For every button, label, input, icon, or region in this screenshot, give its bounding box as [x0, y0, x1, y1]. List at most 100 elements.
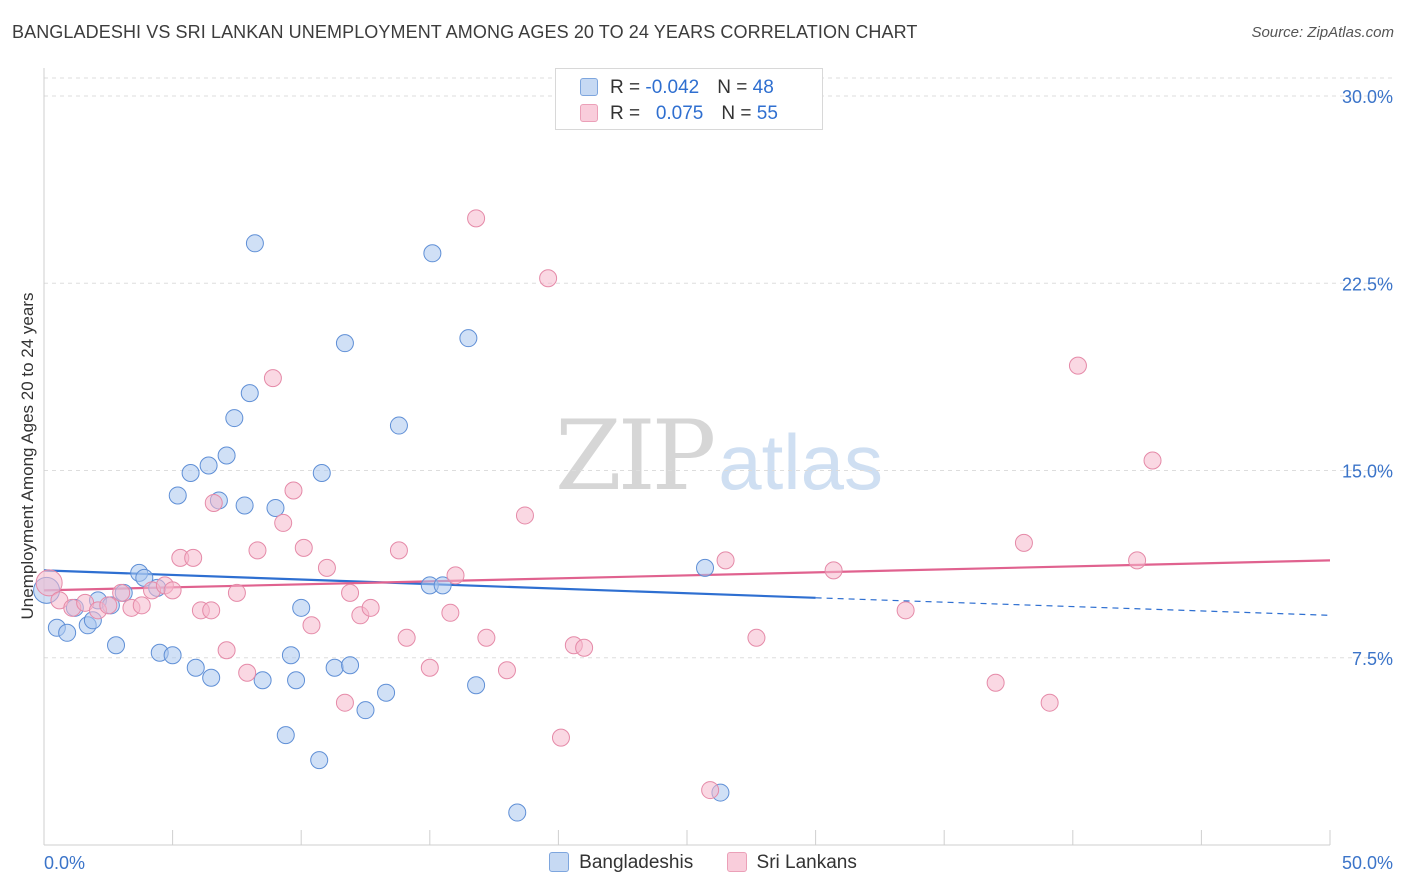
tick-labels: 7.5% 15.0% 22.5% 30.0% 0.0% 50.0%	[44, 87, 1393, 873]
bangladeshi-point	[312, 463, 331, 482]
srilankan-point	[132, 596, 151, 615]
bangladeshi-point	[168, 486, 187, 505]
srilankan-point	[824, 561, 843, 580]
srilankan-point	[184, 548, 203, 567]
bangladeshi-point	[107, 636, 126, 655]
srilankan-point	[515, 506, 534, 525]
legend-row-bangladeshis: R = -0.042 N = 48	[580, 77, 774, 99]
bangladeshi-point	[276, 726, 295, 745]
legend-r-value: 0.075	[655, 103, 704, 124]
bangladeshi-point	[423, 244, 442, 263]
bangladeshi-point	[459, 329, 478, 348]
bangladeshi-point	[292, 598, 311, 617]
legend-swatch-blue	[580, 78, 598, 96]
bangladeshi-point	[325, 658, 344, 677]
srilankan-point	[497, 661, 516, 680]
legend-n-value: 55	[756, 103, 778, 124]
bangladeshi-point	[433, 576, 452, 595]
bangladeshi-point	[287, 671, 306, 690]
srilankan-point	[467, 209, 486, 228]
bangladeshi-point	[696, 558, 715, 577]
trend-line-dashed	[815, 597, 1331, 616]
grid-lines	[44, 77, 1394, 659]
legend-r-label: R =	[610, 77, 646, 98]
srilankan-point	[446, 566, 465, 585]
srilankan-point	[227, 583, 246, 602]
srilankan-point	[389, 541, 408, 560]
x-tick-label: 0.0%	[44, 853, 85, 873]
bangladeshi-point	[508, 803, 527, 822]
watermark: ZIPatlas	[555, 400, 883, 512]
srilankan-point	[397, 628, 416, 647]
source-label: Source: ZipAtlas.com	[1251, 24, 1394, 41]
legend-r-label: R =	[610, 103, 646, 124]
bangladeshi-point	[235, 496, 254, 515]
bangladeshi-point	[310, 751, 329, 770]
srilankan-point	[294, 538, 313, 557]
bangladeshi-point	[217, 446, 236, 465]
srilankan-point	[335, 693, 354, 712]
watermark-atlas: atlas	[718, 418, 883, 506]
bangladeshi-point	[467, 676, 486, 695]
srilankan-point	[217, 641, 236, 660]
srilankan-point	[238, 663, 257, 682]
legend-n-value: 48	[752, 77, 774, 98]
srilankan-point	[99, 596, 118, 615]
srilankan-point	[701, 781, 720, 800]
legend-item-srilankans[interactable]: Sri Lankans	[726, 852, 857, 874]
srilankan-point	[263, 369, 282, 388]
bangladeshi-point	[266, 498, 285, 517]
srilankan-point	[248, 541, 267, 560]
bangladeshi-point	[341, 656, 360, 675]
y-axis-label: Unemployment Among Ages 20 to 24 years	[18, 292, 37, 620]
trend-line-solid	[43, 559, 1331, 592]
y-tick-label: 22.5%	[1342, 274, 1393, 294]
legend-row-srilankans: R = 0.075 N = 55	[580, 103, 778, 125]
legend-swatch-pink	[726, 852, 747, 872]
legend-swatch-blue	[549, 852, 570, 872]
srilankan-point	[361, 598, 380, 617]
bangladeshi-point	[245, 234, 264, 253]
srilankan-point	[1014, 533, 1033, 552]
legend-label: Bangladeshis	[579, 852, 694, 873]
bangladeshi-point	[58, 623, 77, 642]
srilankan-point	[575, 638, 594, 657]
bangladeshi-point	[356, 701, 375, 720]
x-tick-label: 50.0%	[1342, 853, 1393, 873]
axes	[43, 68, 1331, 846]
bangladeshi-point	[253, 671, 272, 690]
legend-n-label: N =	[717, 77, 753, 98]
srilankan-point	[747, 628, 766, 647]
chart-title: BANGLADESHI VS SRI LANKAN UNEMPLOYMENT A…	[12, 22, 918, 42]
srilankan-point	[341, 583, 360, 602]
srilankan-point	[302, 616, 321, 635]
y-tick-label: 15.0%	[1342, 462, 1393, 482]
bangladeshi-point	[335, 334, 354, 353]
srilankan-point	[274, 513, 293, 532]
legend-label: Sri Lankans	[756, 852, 857, 873]
legend-item-bangladeshis[interactable]: Bangladeshis	[549, 852, 693, 874]
srilankan-point	[986, 673, 1005, 692]
srilankan-point	[204, 493, 223, 512]
bangladeshi-point	[186, 658, 205, 677]
bangladeshi-point	[163, 646, 182, 665]
legend-n-label: N =	[721, 103, 757, 124]
srilankan-point	[35, 569, 63, 597]
bangladeshi-point	[202, 668, 221, 687]
srilankan-point	[163, 581, 182, 600]
srilankan-point	[1143, 451, 1162, 470]
srilankan-point	[477, 628, 496, 647]
srilankan-point	[896, 601, 915, 620]
legend-r-value: -0.042	[645, 77, 700, 98]
bangladeshi-point	[281, 646, 300, 665]
srilankan-point	[317, 558, 336, 577]
correlation-legend: R = -0.042 N = 48 R = 0.075 N = 55	[555, 68, 823, 130]
data-points	[33, 209, 1162, 822]
srilankan-point	[112, 583, 131, 602]
series-legend: Bangladeshis Sri Lankans	[0, 852, 1406, 874]
bangladeshi-point	[225, 409, 244, 428]
srilankan-point	[716, 551, 735, 570]
srilankan-point	[1128, 551, 1147, 570]
watermark-zip: ZIP	[555, 400, 716, 512]
